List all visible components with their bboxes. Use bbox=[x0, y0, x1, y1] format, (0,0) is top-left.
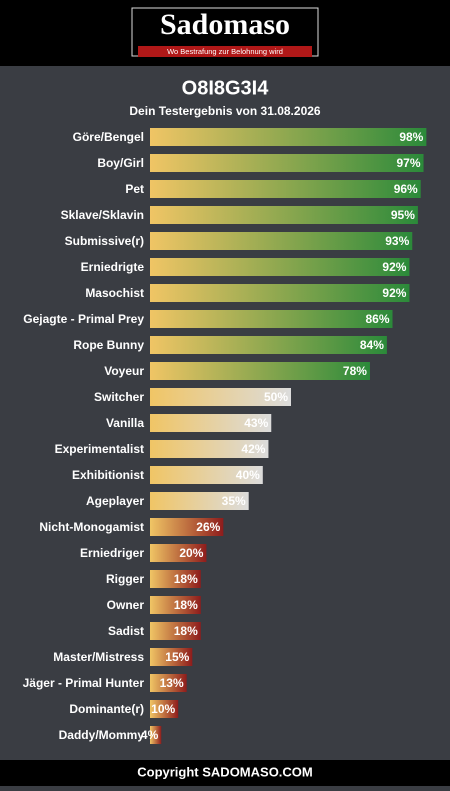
category-label: Erniedriger bbox=[80, 546, 144, 560]
value-label: 78% bbox=[343, 364, 367, 378]
footer-bar bbox=[0, 760, 450, 786]
bar bbox=[150, 674, 187, 692]
value-label: 13% bbox=[160, 676, 184, 690]
bar bbox=[150, 466, 263, 484]
category-label: Sklave/Sklavin bbox=[61, 208, 144, 222]
category-label: Boy/Girl bbox=[97, 156, 144, 170]
bar bbox=[150, 492, 249, 510]
value-label: 92% bbox=[382, 286, 406, 300]
value-label: 4% bbox=[141, 728, 159, 742]
bar bbox=[150, 544, 207, 562]
category-label: Vanilla bbox=[106, 416, 144, 430]
category-label: Rope Bunny bbox=[73, 338, 144, 352]
category-label: Exhibitionist bbox=[72, 468, 144, 482]
logo: Sadomaso bbox=[160, 8, 290, 41]
bar bbox=[150, 310, 393, 328]
value-label: 92% bbox=[382, 260, 406, 274]
value-label: 15% bbox=[165, 650, 189, 664]
bar bbox=[150, 180, 421, 198]
value-label: 10% bbox=[151, 702, 175, 716]
bar bbox=[150, 336, 387, 354]
value-label: 86% bbox=[365, 312, 389, 326]
chart-subtitle: Dein Testergebnis von 31.08.2026 bbox=[129, 104, 321, 118]
category-label: Switcher bbox=[94, 390, 144, 404]
bar bbox=[150, 570, 201, 588]
value-label: 40% bbox=[236, 468, 260, 482]
value-label: 42% bbox=[241, 442, 265, 456]
bar bbox=[150, 232, 413, 250]
category-label: Rigger bbox=[106, 572, 144, 586]
bar bbox=[150, 388, 291, 406]
bar bbox=[150, 648, 193, 666]
bar bbox=[150, 700, 179, 718]
category-label: Sadist bbox=[108, 624, 144, 638]
value-label: 97% bbox=[397, 156, 421, 170]
bar bbox=[150, 596, 201, 614]
value-label: 18% bbox=[174, 572, 198, 586]
category-label: Nicht-Monogamist bbox=[39, 520, 144, 534]
value-label: 95% bbox=[391, 208, 415, 222]
tagline: Wo Bestrafung zur Belohnung wird bbox=[167, 47, 283, 56]
category-label: Masochist bbox=[85, 286, 144, 300]
category-label: Erniedrigte bbox=[81, 260, 145, 274]
category-label: Experimentalist bbox=[55, 442, 144, 456]
value-label: 18% bbox=[174, 598, 198, 612]
bar bbox=[150, 414, 272, 432]
value-label: 26% bbox=[196, 520, 220, 534]
bar bbox=[150, 154, 424, 172]
bar bbox=[150, 518, 224, 536]
category-label: Daddy/Mommy bbox=[59, 728, 145, 742]
bar bbox=[150, 128, 427, 146]
bar bbox=[150, 440, 269, 458]
bar bbox=[150, 622, 201, 640]
bar bbox=[150, 726, 162, 744]
category-label: Master/Mistress bbox=[53, 650, 144, 664]
bar bbox=[150, 258, 410, 276]
bar bbox=[150, 206, 418, 224]
category-label: Dominante(r) bbox=[69, 702, 144, 716]
category-label: Owner bbox=[107, 598, 145, 612]
value-label: 50% bbox=[264, 390, 288, 404]
value-label: 20% bbox=[179, 546, 203, 560]
bar bbox=[150, 284, 410, 302]
category-label: Jäger - Primal Hunter bbox=[23, 676, 145, 690]
value-label: 43% bbox=[244, 416, 268, 430]
chart-title: O8I8G3I4 bbox=[182, 77, 270, 99]
category-label: Pet bbox=[125, 182, 144, 196]
value-label: 96% bbox=[394, 182, 418, 196]
category-label: Gejagte - Primal Prey bbox=[23, 312, 144, 326]
category-label: Ageplayer bbox=[86, 494, 144, 508]
category-label: Voyeur bbox=[104, 364, 144, 378]
bar bbox=[150, 362, 370, 380]
category-label: Göre/Bengel bbox=[73, 130, 144, 144]
value-label: 84% bbox=[360, 338, 384, 352]
footer: Copyright SADOMASO.COM bbox=[137, 764, 313, 779]
tagline-band bbox=[138, 46, 312, 57]
value-label: 98% bbox=[399, 130, 423, 144]
value-label: 35% bbox=[222, 494, 246, 508]
category-label: Submissive(r) bbox=[65, 234, 144, 248]
value-label: 93% bbox=[385, 234, 409, 248]
value-label: 18% bbox=[174, 624, 198, 638]
